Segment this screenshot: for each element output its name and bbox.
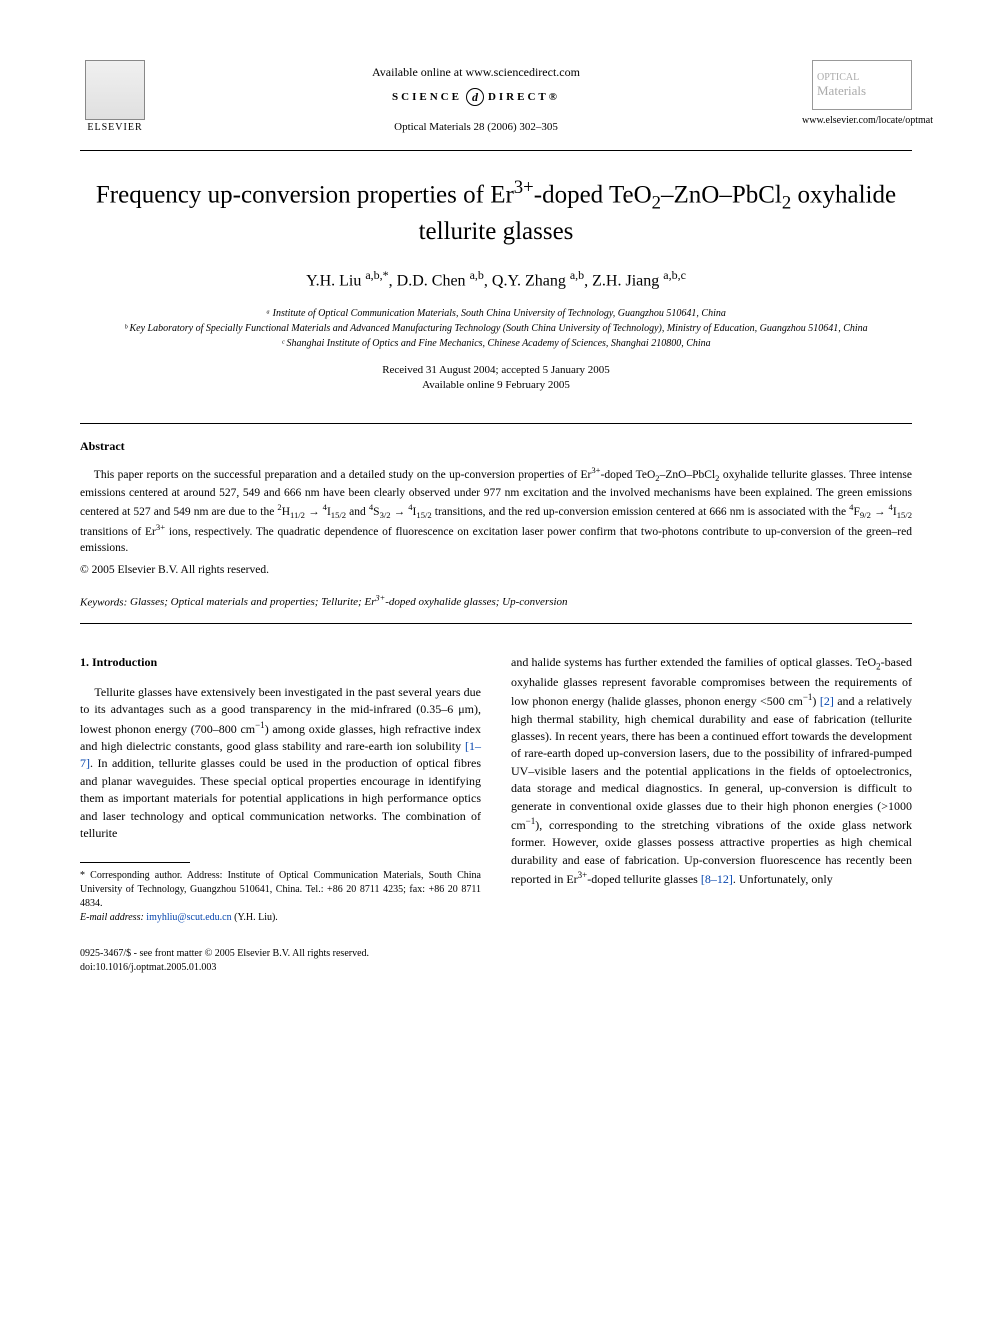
footnote-text: * Corresponding author. Address: Institu… xyxy=(80,870,481,909)
corresponding-footnote: * Corresponding author. Address: Institu… xyxy=(80,869,481,925)
email-link[interactable]: imyhliu@scut.edu.cn xyxy=(146,912,231,923)
affiliation-b: ᵇ Key Laboratory of Specially Functional… xyxy=(80,321,912,336)
right-column: and halide systems has further extended … xyxy=(511,654,912,975)
sd-right: DIRECT® xyxy=(488,91,560,103)
abstract-top-rule xyxy=(80,423,912,424)
keywords-label: Keywords: xyxy=(80,596,127,608)
keywords-text: Glasses; Optical materials and propertie… xyxy=(130,596,568,608)
email-label: E-mail address: xyxy=(80,912,144,923)
article-dates: Received 31 August 2004; accepted 5 Janu… xyxy=(80,363,912,394)
front-matter-info: 0925-3467/$ - see front matter © 2005 El… xyxy=(80,947,481,975)
affiliations: ᵃ Institute of Optical Communication Mat… xyxy=(80,306,912,351)
left-column: 1. Introduction Tellurite glasses have e… xyxy=(80,654,481,975)
doi-line: doi:10.1016/j.optmat.2005.01.003 xyxy=(80,961,481,975)
footnote-separator xyxy=(80,862,190,863)
sd-left: SCIENCE xyxy=(392,91,462,103)
available-online-text: Available online at www.sciencedirect.co… xyxy=(150,65,802,80)
abstract-body: This paper reports on the successful pre… xyxy=(80,464,912,555)
journal-reference: Optical Materials 28 (2006) 302–305 xyxy=(150,121,802,133)
body-columns: 1. Introduction Tellurite glasses have e… xyxy=(80,654,912,975)
journal-logo-block: OPTICAL Materials www.elsevier.com/locat… xyxy=(802,60,912,126)
online-date: Available online 9 February 2005 xyxy=(80,378,912,393)
sciencedirect-logo: SCIENCE d DIRECT® xyxy=(150,88,802,106)
section-1-heading: 1. Introduction xyxy=(80,654,481,671)
received-date: Received 31 August 2004; accepted 5 Janu… xyxy=(80,363,912,378)
issn-line: 0925-3467/$ - see front matter © 2005 El… xyxy=(80,947,481,961)
abstract-bottom-rule xyxy=(80,623,912,624)
elsevier-logo: ELSEVIER xyxy=(80,60,150,140)
elsevier-tree-icon xyxy=(85,60,145,120)
center-header: Available online at www.sciencedirect.co… xyxy=(150,60,802,133)
intro-para-left: Tellurite glasses have extensively been … xyxy=(80,684,481,843)
elsevier-label: ELSEVIER xyxy=(80,122,150,133)
optical-line1: OPTICAL xyxy=(817,72,907,83)
sd-glyph-icon: d xyxy=(466,88,484,106)
abstract-copyright: © 2005 Elsevier B.V. All rights reserved… xyxy=(80,564,912,576)
author-list: Y.H. Liu a,b,*, D.D. Chen a,b, Q.Y. Zhan… xyxy=(80,268,912,290)
optical-line2: Materials xyxy=(817,83,907,99)
affiliation-c: ᶜ Shanghai Institute of Optics and Fine … xyxy=(80,336,912,351)
intro-para-right: and halide systems has further extended … xyxy=(511,654,912,888)
email-author: (Y.H. Liu). xyxy=(234,912,278,923)
header-rule xyxy=(80,150,912,151)
page-header: ELSEVIER Available online at www.science… xyxy=(80,60,912,140)
article-title: Frequency up-conversion properties of Er… xyxy=(80,176,912,248)
optical-materials-logo: OPTICAL Materials xyxy=(812,60,912,110)
keywords-line: Keywords: Glasses; Optical materials and… xyxy=(80,594,912,609)
affiliation-a: ᵃ Institute of Optical Communication Mat… xyxy=(80,306,912,321)
abstract-heading: Abstract xyxy=(80,439,912,454)
journal-url: www.elsevier.com/locate/optmat xyxy=(802,115,912,126)
